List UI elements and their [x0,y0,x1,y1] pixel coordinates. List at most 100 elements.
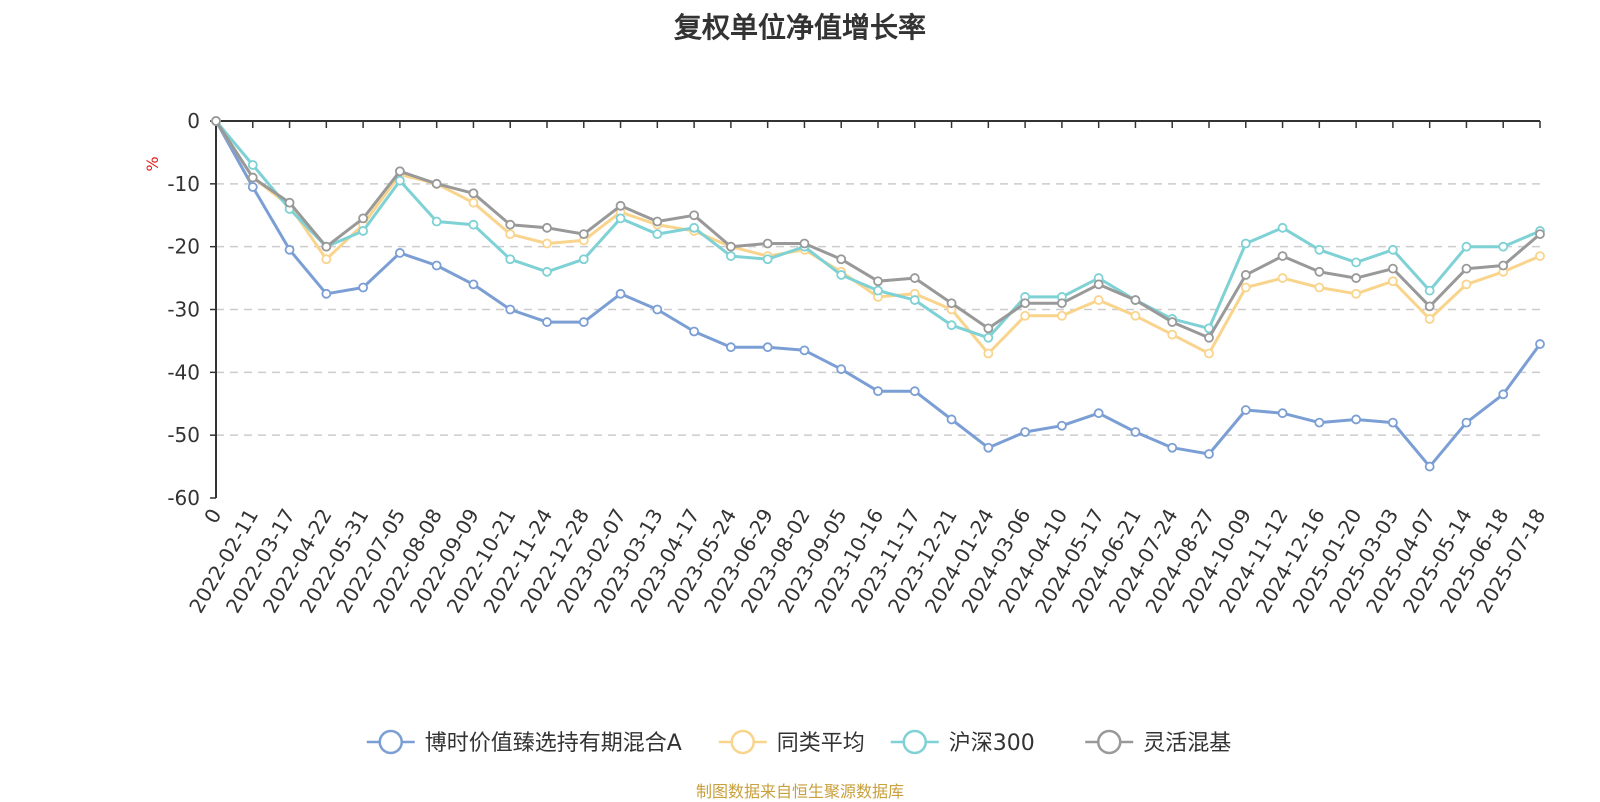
series-point [1277,273,1288,283]
series-point [394,175,405,186]
series-point [689,326,700,337]
series-point [983,348,994,359]
series-point [799,345,810,356]
series-point [1130,310,1141,321]
series-point [1535,339,1545,349]
series-point [431,178,442,189]
y-tick-label: -60 [167,486,200,510]
series-point [836,364,847,375]
series-point [358,213,369,224]
series-point [542,266,552,277]
legend-item[interactable]: 同类平均 [718,729,865,756]
series-point [652,304,663,315]
y-tick-label: -20 [167,235,200,259]
series-point [542,317,552,327]
series-point [1314,266,1325,277]
series-point [284,244,295,255]
series-point [615,213,626,224]
series-point [1240,405,1251,415]
series-point [689,222,700,233]
legend-label: 博时价值臻选持有期混合A [425,731,682,756]
series-point [1093,295,1104,305]
series-lines [211,116,1545,472]
legend-item[interactable]: 沪深300 [890,729,1035,756]
legend: 博时价值臻选持有期混合A 同类平均 沪深300 灵活混基 [366,729,1231,756]
series-point [1351,414,1362,425]
series-point [1535,251,1545,261]
series-point [1204,449,1214,459]
series-point [468,219,479,230]
series-point [1240,282,1251,293]
series-point [1387,263,1398,274]
series-point [909,295,920,305]
series-point [1093,408,1104,419]
series-point [725,251,736,261]
series-point [1535,229,1545,240]
legend-label: 同类平均 [777,731,865,756]
series-point [211,116,221,126]
series-point [725,342,736,353]
series-point [652,229,663,240]
series-point [1424,461,1435,472]
series-point [505,219,516,230]
x-tick-label: 0 [199,505,226,528]
series-point [1498,241,1509,252]
series-point [1056,420,1067,431]
series-point [1314,417,1325,428]
series-point [615,200,626,211]
series-line [214,120,1541,340]
series-point [505,229,516,240]
series-point [1424,301,1435,312]
axes: 0-10-20-30-40-50-60%02022-02-112022-03-1… [143,109,1550,617]
series-point [394,248,405,258]
series-point [542,238,552,249]
series-line [214,120,1541,355]
series-point [1314,244,1325,255]
series-point [1093,279,1104,290]
series-point [615,288,626,299]
series-point [505,304,516,315]
grid-lines [216,183,1540,436]
series-point [836,254,847,265]
series-point [946,298,957,309]
series-point [909,386,920,397]
series-point [1314,282,1325,293]
series-point [505,254,516,265]
series-point [1056,310,1067,321]
series-point [1020,298,1031,309]
series-point [1387,244,1398,255]
series-point [725,241,736,252]
y-tick-label: -50 [167,423,200,447]
legend-label: 沪深300 [949,731,1035,756]
y-tick-label: -40 [167,360,200,384]
series-point [247,182,258,192]
series-point [394,166,405,177]
series-point [1387,276,1398,287]
series-point [321,241,332,252]
series-point [1424,314,1435,324]
series-point [1204,332,1214,343]
series-point [689,210,700,221]
series-point [762,238,773,249]
legend-circle-icon [902,729,927,755]
series-point [1167,317,1178,327]
series-point [431,216,442,227]
series-point [247,160,258,170]
chart-title: 复权单位净值增长率 [673,11,926,44]
series-point [1167,329,1178,340]
series-point [1498,260,1509,271]
series-point [578,254,589,265]
series-point [1387,417,1398,428]
series-point [1277,251,1288,261]
source-note: 制图数据来自恒生聚源数据库 [695,782,904,801]
legend-item[interactable]: 灵活混基 [1085,729,1231,756]
series-point [983,332,994,343]
series-point [983,323,994,334]
legend-item[interactable]: 博时价值臻选持有期混合A [366,729,682,756]
series-point [284,197,295,208]
series-point [358,226,369,236]
series-point [321,254,332,265]
series-point [468,197,479,208]
series-point [1056,298,1067,309]
